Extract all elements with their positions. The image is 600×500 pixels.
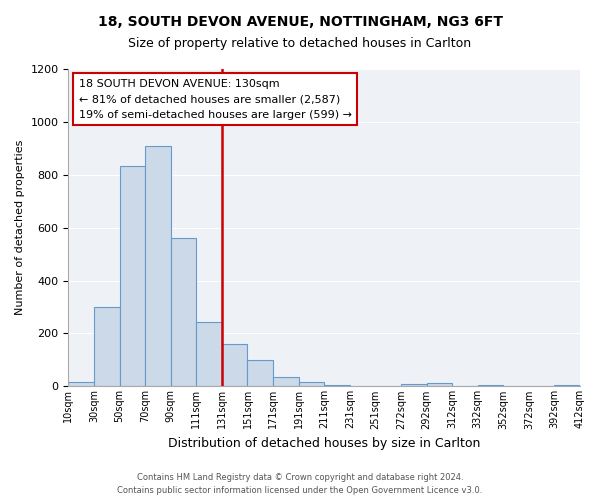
- Bar: [427, 383, 452, 386]
- Bar: [478, 385, 503, 386]
- Text: Size of property relative to detached houses in Carlton: Size of property relative to detached ho…: [128, 38, 472, 51]
- Y-axis label: Number of detached properties: Number of detached properties: [15, 140, 25, 316]
- Bar: [401, 384, 427, 386]
- X-axis label: Distribution of detached houses by size in Carlton: Distribution of detached houses by size …: [168, 437, 481, 450]
- Bar: [68, 382, 94, 386]
- Bar: [222, 344, 247, 386]
- Bar: [299, 382, 324, 386]
- Bar: [145, 146, 171, 386]
- Bar: [196, 322, 222, 386]
- Text: Contains HM Land Registry data © Crown copyright and database right 2024.
Contai: Contains HM Land Registry data © Crown c…: [118, 474, 482, 495]
- Bar: [324, 385, 350, 386]
- Bar: [119, 166, 145, 386]
- Bar: [247, 360, 273, 386]
- Bar: [273, 377, 299, 386]
- Text: 18, SOUTH DEVON AVENUE, NOTTINGHAM, NG3 6FT: 18, SOUTH DEVON AVENUE, NOTTINGHAM, NG3 …: [97, 15, 503, 29]
- Bar: [94, 307, 119, 386]
- Bar: [171, 238, 196, 386]
- Text: 18 SOUTH DEVON AVENUE: 130sqm
← 81% of detached houses are smaller (2,587)
19% o: 18 SOUTH DEVON AVENUE: 130sqm ← 81% of d…: [79, 78, 352, 120]
- Bar: [554, 385, 580, 386]
